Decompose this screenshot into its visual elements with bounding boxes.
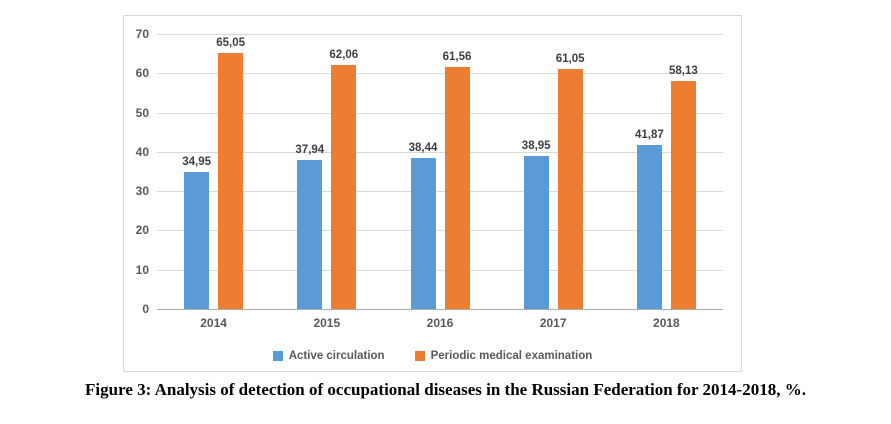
y-tick-label-10: 10 bbox=[135, 262, 149, 277]
gridline-40 bbox=[157, 151, 723, 153]
y-tick-label-40: 40 bbox=[135, 144, 149, 159]
chart-container: 0 10 20 30 40 50 60 70 34,95 65,05 37,94 62,06 38,4… bbox=[123, 15, 742, 372]
legend: Active circulation Periodic medical exami… bbox=[124, 350, 741, 362]
x-tick-label-2018: 2018 bbox=[653, 316, 680, 330]
gridline-10 bbox=[157, 269, 723, 271]
y-tick-label-60: 60 bbox=[135, 66, 149, 81]
y-tick-label-50: 50 bbox=[135, 105, 149, 120]
y-axis: 0 10 20 30 40 50 60 70 bbox=[124, 27, 151, 316]
legend-swatch-0 bbox=[272, 351, 283, 361]
bar-label-2018-series-0: 41,87 bbox=[635, 128, 664, 141]
bar-2014-series-0 bbox=[184, 171, 210, 309]
bar-label-2015-series-1: 62,06 bbox=[329, 49, 359, 62]
bar-label-2017-series-0: 38,95 bbox=[521, 139, 551, 152]
y-tick-label-20: 20 bbox=[135, 223, 149, 238]
bar-label-2016-series-1: 61,56 bbox=[442, 51, 472, 64]
legend-item-1: Periodic medical examination bbox=[414, 350, 593, 362]
bar-label-2017-series-1: 61,05 bbox=[555, 53, 585, 66]
bar-2015-series-1 bbox=[331, 65, 357, 309]
y-tick-label-30: 30 bbox=[135, 184, 149, 199]
bar-2015-series-0 bbox=[297, 159, 323, 309]
legend-label-1: Periodic medical examination bbox=[430, 350, 593, 362]
x-tick-label-2014: 2014 bbox=[200, 316, 227, 330]
x-tick-label-2016: 2016 bbox=[426, 316, 454, 330]
bar-2016-series-0 bbox=[410, 158, 436, 309]
y-tick-label-0: 0 bbox=[142, 302, 149, 316]
bar-2017-series-0 bbox=[523, 155, 549, 309]
legend-item-0: Active circulation bbox=[272, 350, 385, 362]
x-axis: 2014 2015 2016 2017 2018 bbox=[157, 316, 723, 334]
legend-swatch-1 bbox=[414, 351, 425, 361]
gridline-20 bbox=[157, 230, 723, 232]
y-tick-label-70: 70 bbox=[135, 27, 149, 41]
bar-label-2014-series-1: 65,05 bbox=[216, 37, 245, 50]
plot-area: 34,95 65,05 37,94 62,06 38,44 61,56 38,95 61,05… bbox=[157, 34, 723, 310]
figure-caption: Figure 3: Analysis of detection of occup… bbox=[85, 380, 806, 399]
legend-label-0: Active circulation bbox=[288, 350, 385, 362]
bar-2016-series-1 bbox=[444, 67, 470, 309]
bar-2014-series-1 bbox=[218, 53, 244, 309]
bar-2018-series-0 bbox=[636, 144, 662, 309]
x-tick-label-2017: 2017 bbox=[539, 316, 567, 330]
gridline-70 bbox=[157, 34, 723, 35]
bar-label-2018-series-1: 58,13 bbox=[669, 64, 698, 77]
bar-2018-series-1 bbox=[670, 80, 696, 309]
gridline-60 bbox=[157, 73, 723, 75]
bar-label-2015-series-0: 37,94 bbox=[295, 143, 325, 156]
gridline-30 bbox=[157, 191, 723, 193]
bar-label-2014-series-0: 34,95 bbox=[182, 155, 211, 168]
bar-label-2016-series-0: 38,44 bbox=[408, 142, 438, 154]
bar-2017-series-1 bbox=[557, 69, 583, 309]
x-tick-label-2015: 2015 bbox=[313, 316, 341, 330]
gridline-50 bbox=[157, 112, 723, 114]
